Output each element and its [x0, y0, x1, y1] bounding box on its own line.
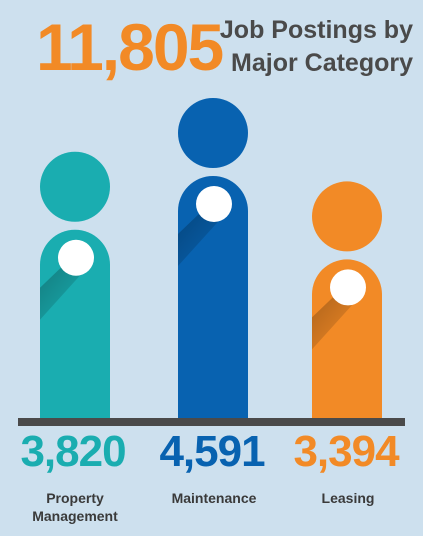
dot-shadow [40, 263, 87, 320]
dot-shadow [312, 293, 359, 350]
figure-body [312, 259, 382, 418]
figure-dot [58, 239, 94, 276]
category-label-line: Maintenance [171, 490, 257, 506]
category-label-property-management: Property Management [0, 490, 150, 525]
total-count: 11,805 [36, 10, 224, 84]
figure-dot [330, 269, 366, 306]
figure-head [312, 181, 382, 252]
category-label-line: Leasing [321, 490, 375, 506]
figure-head [40, 151, 110, 222]
category-label-line: Property [46, 490, 104, 506]
category-label-leasing: Leasing [273, 490, 423, 508]
bar-maintenance [178, 98, 248, 418]
bar-leasing [312, 181, 382, 418]
dot-shadow [178, 210, 225, 266]
bar-property-management [40, 151, 110, 418]
figure-head [178, 98, 248, 168]
value-label-leasing: 3,394 [293, 427, 399, 476]
value-label-property-management: 3,820 [20, 427, 126, 476]
chart-baseline [18, 418, 405, 426]
category-label-line: Management [32, 507, 118, 524]
chart-title: Job Postings by Major Category [219, 16, 413, 77]
value-label-maintenance: 4,591 [159, 427, 265, 476]
category-label-maintenance: Maintenance [139, 490, 289, 508]
figure-dot [196, 186, 232, 222]
